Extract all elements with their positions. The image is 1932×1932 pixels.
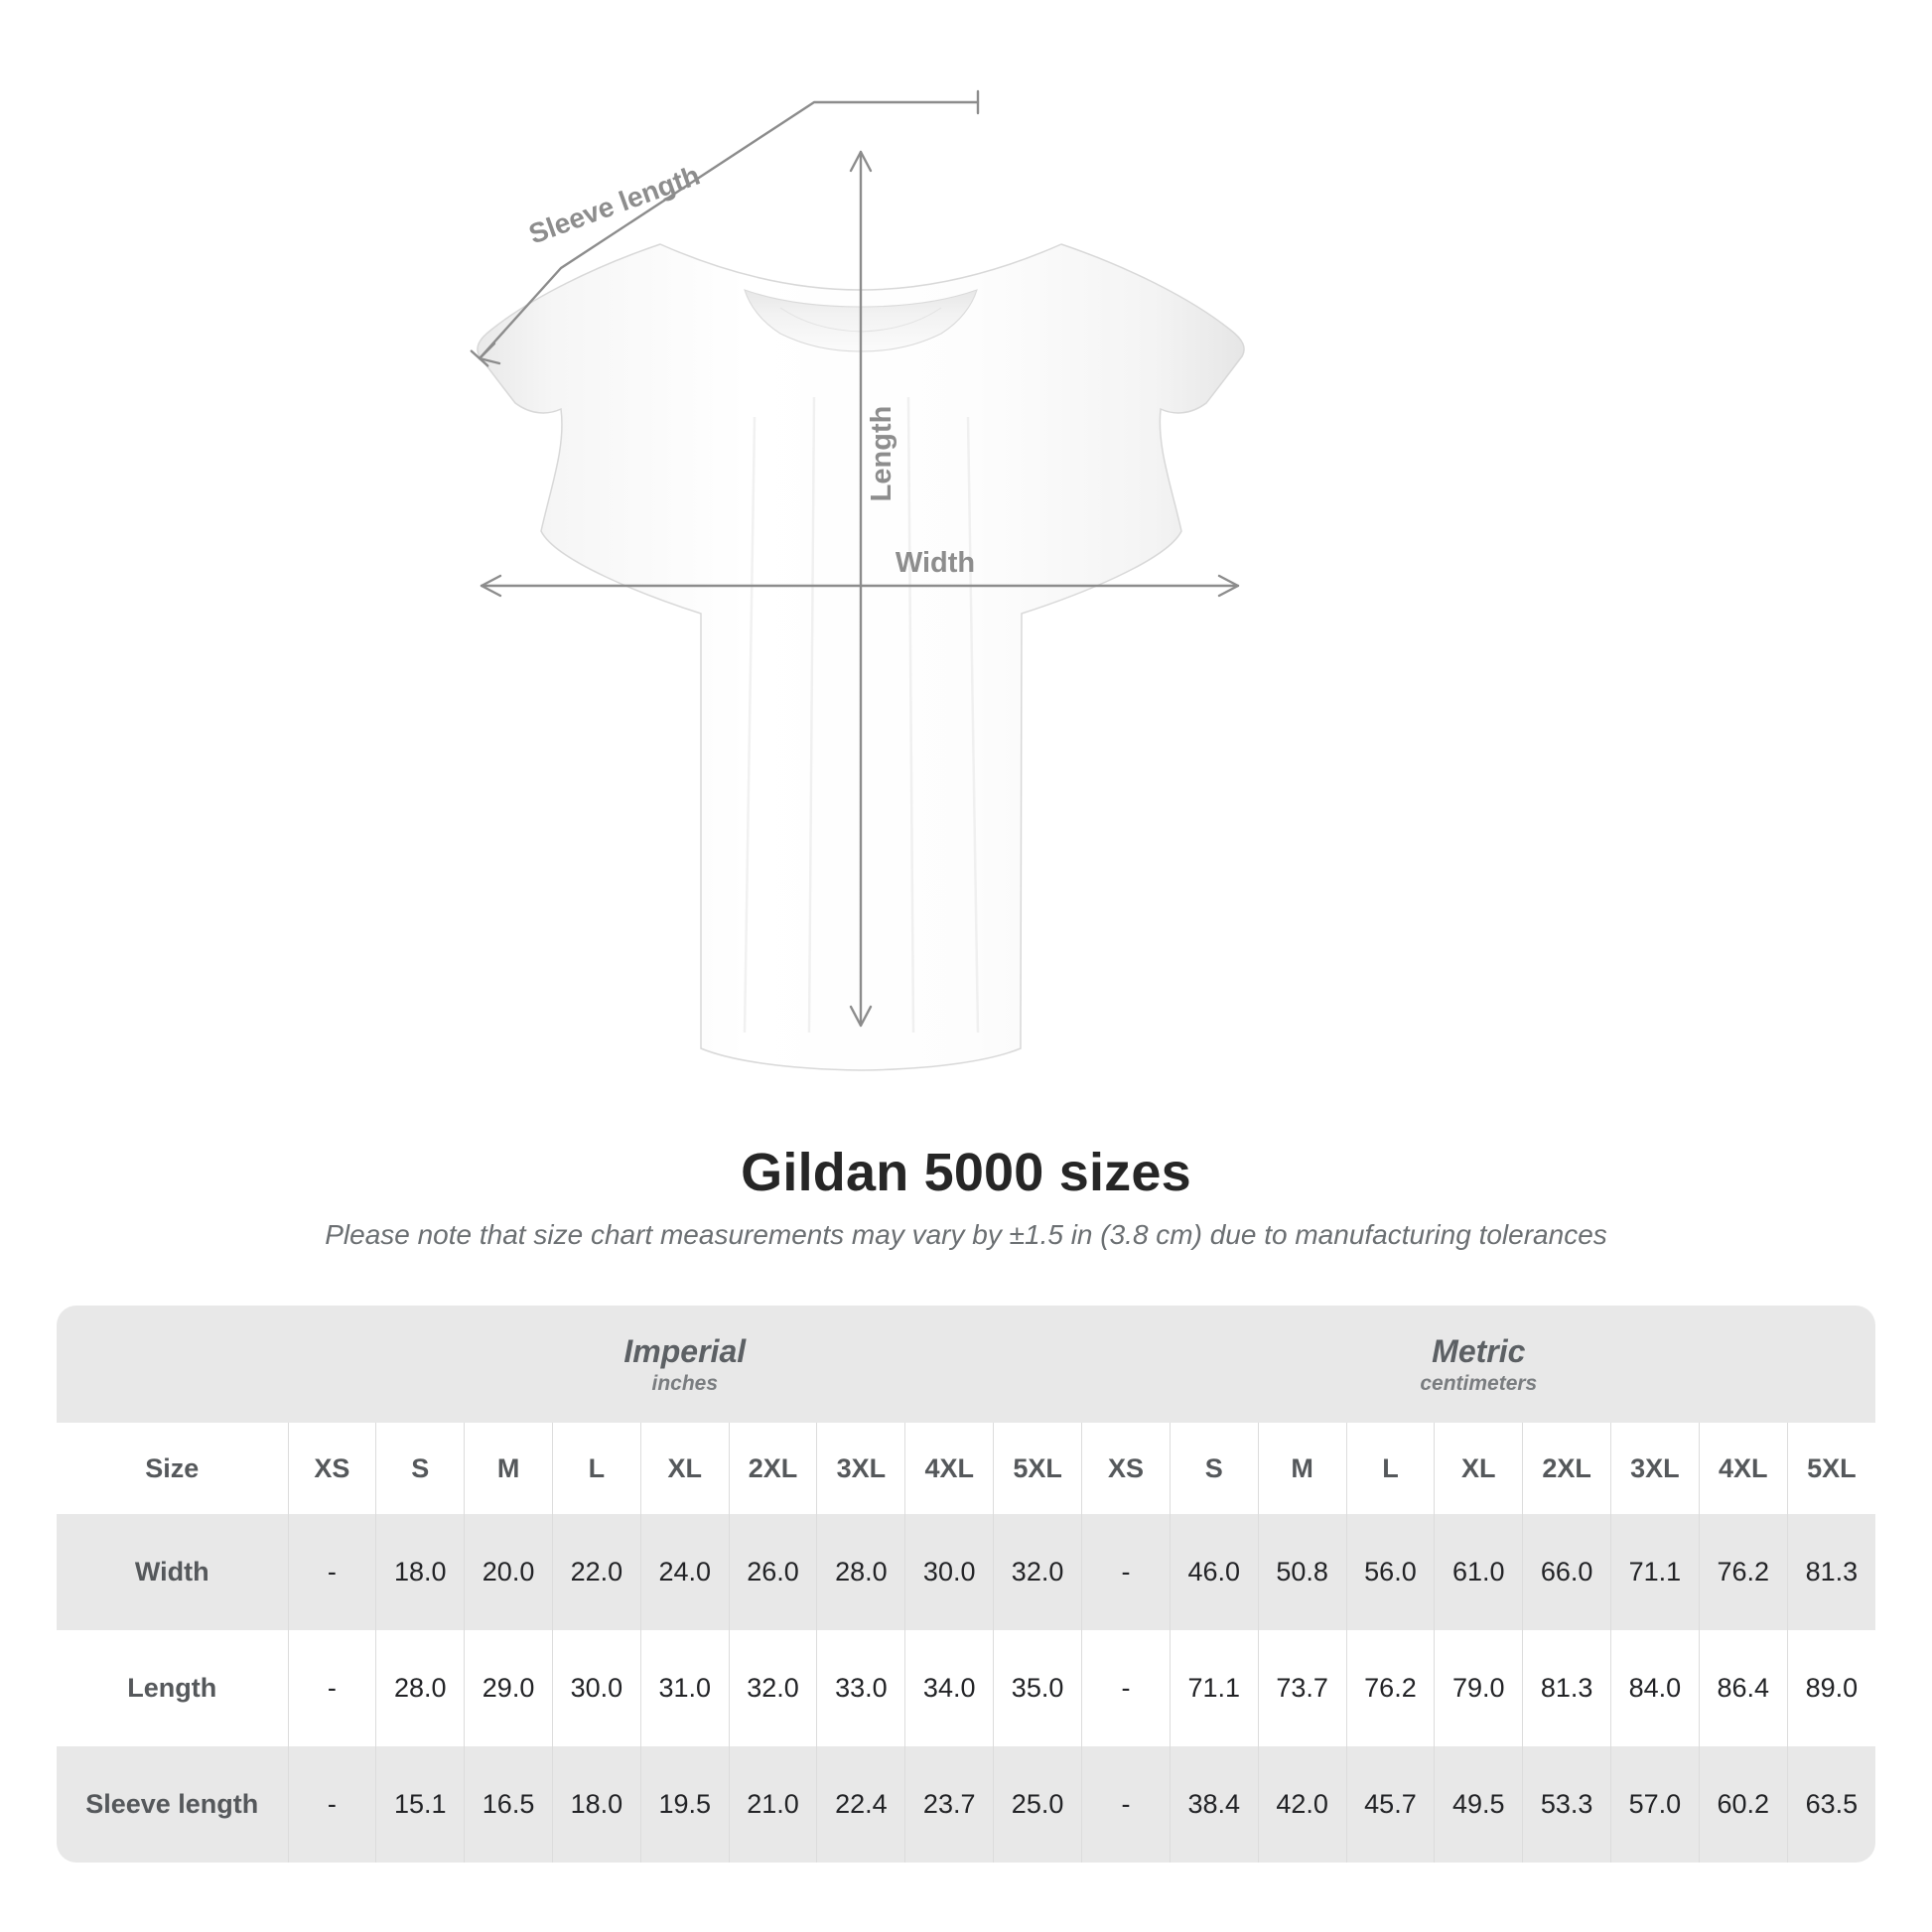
svg-text:Length: Length xyxy=(866,406,897,502)
svg-text:Sleeve length: Sleeve length xyxy=(525,160,704,250)
svg-text:Width: Width xyxy=(896,547,975,579)
